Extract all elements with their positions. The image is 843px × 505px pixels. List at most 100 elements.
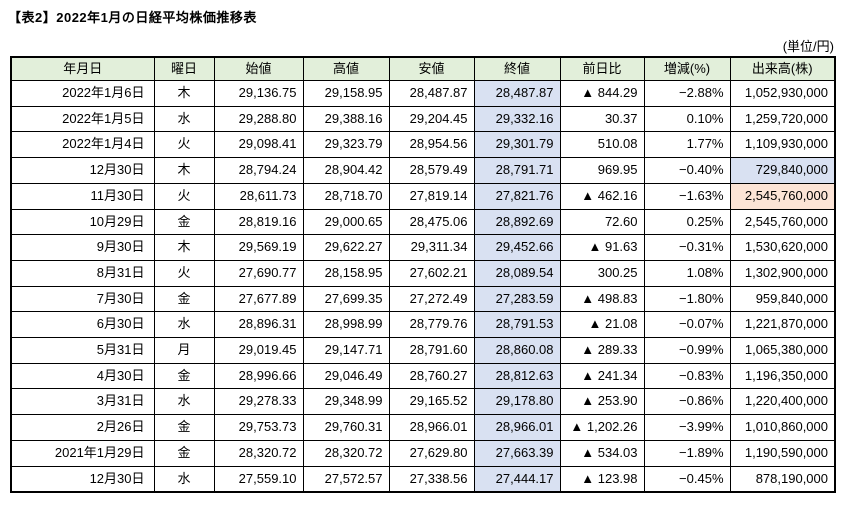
cell-close: 29,178.80 [473, 388, 561, 416]
table-row: 2022年1月5日水 29,288.80 29,388.16 29,204.45 29,… [10, 105, 836, 133]
cell-pct: −0.83% [643, 362, 731, 390]
table-row: 6月30日水 28,896.31 28,998.99 28,779.76 28,791.… [10, 311, 836, 339]
cell-pct: −1.63% [643, 182, 731, 210]
cell-close: 29,301.79 [473, 131, 561, 159]
cell-open: 29,569.19 [213, 234, 304, 261]
table-row: 2022年1月6日木 29,136.75 29,158.95 28,487.87 28,… [10, 80, 836, 107]
cell-low: 29,204.45 [388, 105, 475, 133]
cell-open: 29,136.75 [213, 80, 304, 107]
cell-open: 28,611.73 [213, 182, 304, 210]
cell-date: 12月30日 [10, 465, 155, 493]
cell-volume: 1,065,380,000 [729, 337, 836, 364]
cell-volume: 1,221,870,000 [729, 311, 836, 339]
cell-low: 28,779.76 [388, 311, 475, 339]
cell-open: 28,819.16 [213, 208, 304, 236]
cell-close: 28,791.71 [473, 157, 561, 184]
cell-low: 29,165.52 [388, 388, 475, 416]
cell-change: ▲ 1,202.26 [559, 414, 645, 441]
cell-date: 7月30日 [10, 285, 155, 313]
column-header-change: 前日比 [559, 56, 645, 81]
column-header-pct: 増減(%) [643, 56, 731, 81]
cell-open: 29,753.73 [213, 414, 304, 441]
cell-date: 10月29日 [10, 208, 155, 236]
cell-pct: −0.45% [643, 465, 731, 493]
cell-close: 29,452.66 [473, 234, 561, 261]
cell-date: 2021年1月29日 [10, 439, 155, 467]
cell-date: 2022年1月5日 [10, 105, 155, 133]
cell-change: ▲ 241.34 [559, 362, 645, 390]
cell-volume: 1,530,620,000 [729, 234, 836, 261]
cell-high: 29,760.31 [302, 414, 390, 441]
cell-low: 28,487.87 [388, 80, 475, 107]
table-row: 12月30日水 27,559.10 27,572.57 27,338.56 27,444… [10, 465, 836, 493]
cell-dow: 火 [153, 131, 215, 159]
cell-high: 28,320.72 [302, 439, 390, 467]
cell-date: 12月30日 [10, 157, 155, 184]
cell-volume: 1,196,350,000 [729, 362, 836, 390]
column-header-volume: 出来高(株) [729, 56, 836, 81]
cell-pct: 1.08% [643, 259, 731, 287]
cell-dow: 金 [153, 439, 215, 467]
cell-open: 28,794.24 [213, 157, 304, 184]
cell-volume: 1,010,860,000 [729, 414, 836, 441]
cell-volume: 1,109,930,000 [729, 131, 836, 159]
cell-pct: −1.89% [643, 439, 731, 467]
cell-volume: 1,220,400,000 [729, 388, 836, 416]
cell-high: 27,572.57 [302, 465, 390, 493]
cell-high: 29,622.27 [302, 234, 390, 261]
cell-change: ▲ 123.98 [559, 465, 645, 493]
cell-date: 5月31日 [10, 337, 155, 364]
column-header-date: 年月日 [10, 56, 155, 81]
cell-low: 29,311.34 [388, 234, 475, 261]
cell-change: ▲ 253.90 [559, 388, 645, 416]
cell-close: 28,860.08 [473, 337, 561, 364]
cell-change: ▲ 534.03 [559, 439, 645, 467]
cell-date: 9月30日 [10, 234, 155, 261]
cell-pct: −0.31% [643, 234, 731, 261]
cell-open: 29,019.45 [213, 337, 304, 364]
cell-change: 300.25 [559, 259, 645, 287]
cell-pct: −3.99% [643, 414, 731, 441]
cell-close: 27,283.59 [473, 285, 561, 313]
cell-pct: −1.80% [643, 285, 731, 313]
cell-change: 30.37 [559, 105, 645, 133]
cell-open: 27,677.89 [213, 285, 304, 313]
cell-date: 2月26日 [10, 414, 155, 441]
cell-change: ▲ 462.16 [559, 182, 645, 210]
cell-dow: 金 [153, 414, 215, 441]
cell-high: 28,158.95 [302, 259, 390, 287]
column-header-close: 終値 [473, 56, 561, 81]
cell-close: 28,812.63 [473, 362, 561, 390]
cell-pct: −0.40% [643, 157, 731, 184]
cell-close: 28,089.54 [473, 259, 561, 287]
cell-change: 72.60 [559, 208, 645, 236]
table-row: 5月31日月 29,019.45 29,147.71 28,791.60 28,860.… [10, 337, 836, 364]
cell-close: 27,663.39 [473, 439, 561, 467]
cell-date: 3月31日 [10, 388, 155, 416]
cell-dow: 金 [153, 208, 215, 236]
cell-high: 28,998.99 [302, 311, 390, 339]
cell-open: 28,996.66 [213, 362, 304, 390]
cell-dow: 木 [153, 234, 215, 261]
cell-low: 28,760.27 [388, 362, 475, 390]
cell-low: 28,475.06 [388, 208, 475, 236]
column-header-dow: 曜日 [153, 56, 215, 81]
cell-dow: 木 [153, 80, 215, 107]
cell-high: 29,323.79 [302, 131, 390, 159]
cell-volume: 1,052,930,000 [729, 80, 836, 107]
cell-volume: 878,190,000 [729, 465, 836, 493]
column-header-low: 安値 [388, 56, 475, 81]
cell-pct: −0.07% [643, 311, 731, 339]
cell-low: 27,272.49 [388, 285, 475, 313]
cell-close: 29,332.16 [473, 105, 561, 133]
cell-date: 4月30日 [10, 362, 155, 390]
cell-low: 28,966.01 [388, 414, 475, 441]
cell-dow: 水 [153, 388, 215, 416]
cell-pct: 0.10% [643, 105, 731, 133]
cell-date: 11月30日 [10, 182, 155, 210]
cell-low: 28,954.56 [388, 131, 475, 159]
cell-dow: 木 [153, 157, 215, 184]
table-row: 3月31日水 29,278.33 29,348.99 29,165.52 29,178.… [10, 388, 836, 416]
cell-change: 969.95 [559, 157, 645, 184]
